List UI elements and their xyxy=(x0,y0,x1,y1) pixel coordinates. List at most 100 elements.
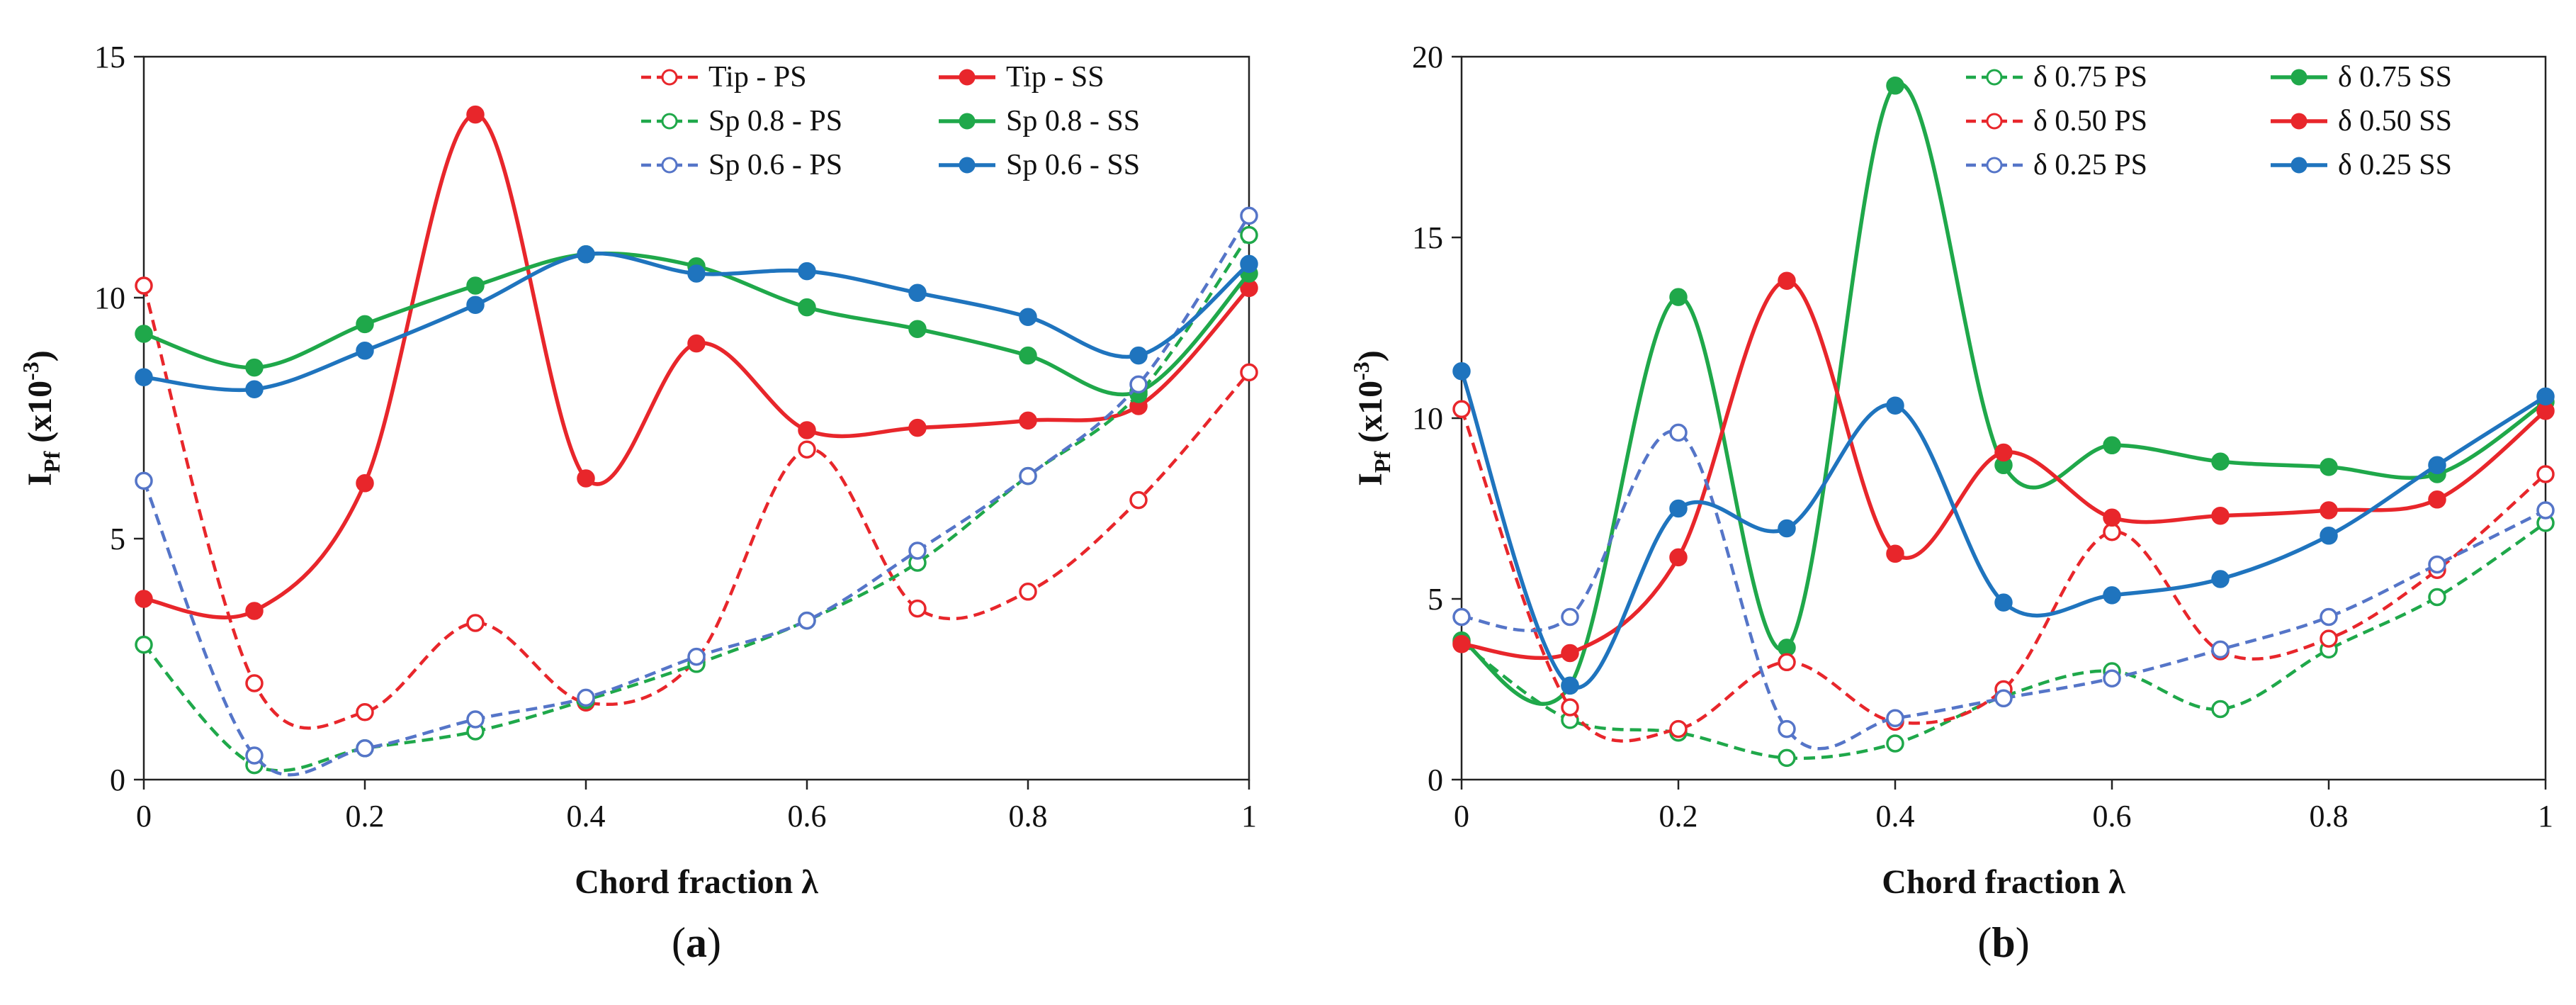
data-point xyxy=(577,469,595,488)
data-point xyxy=(2103,669,2121,687)
data-point xyxy=(798,611,816,630)
y-axis-label-exponent: -3 xyxy=(1348,361,1374,381)
chart-2: 0 5 10 15 20 0 0.2 0.4 0.6 0.8 1 Chord fraction λ IP… xyxy=(1348,40,2555,966)
x-tick-label: 0.2 xyxy=(346,799,385,833)
data-point xyxy=(1452,361,1471,381)
data-point xyxy=(1886,734,1904,753)
data-point xyxy=(1886,77,1904,95)
data-point xyxy=(245,674,264,692)
data-point xyxy=(577,688,595,707)
data-point xyxy=(908,599,927,618)
x-tick-label: 0 xyxy=(136,799,152,833)
data-point xyxy=(687,334,706,353)
y-axis-label-main: I xyxy=(1352,473,1389,486)
data-point xyxy=(687,264,706,283)
data-point xyxy=(1019,411,1037,430)
legend-label: Sp 0.6 - PS xyxy=(708,149,842,181)
data-point xyxy=(1240,206,1258,225)
data-point xyxy=(1561,676,1579,695)
data-point xyxy=(1240,363,1258,382)
x-axis-label: Chord fraction λ xyxy=(1882,863,2125,901)
data-point xyxy=(1129,490,1148,510)
legend-label: δ 0.50 SS xyxy=(2338,105,2452,137)
data-point xyxy=(466,276,485,295)
y-tick-label: 5 xyxy=(1428,582,1443,617)
data-point xyxy=(2536,465,2555,483)
data-point xyxy=(245,602,264,620)
data-point xyxy=(2211,452,2230,471)
legend-item: Tip - PS xyxy=(641,61,807,94)
y-tick-label: 10 xyxy=(94,281,125,315)
data-point xyxy=(356,474,374,493)
series-line xyxy=(142,285,1250,730)
data-point xyxy=(135,635,153,654)
panel-label-letter: b xyxy=(1992,919,2015,966)
x-tick-label: 0.8 xyxy=(2310,799,2349,833)
data-point xyxy=(2211,700,2230,719)
data-point xyxy=(798,440,816,459)
data-point xyxy=(2320,458,2338,476)
data-point xyxy=(1886,396,1904,415)
panel-label-open: ( xyxy=(672,919,686,966)
legend-item: δ 0.75 PS xyxy=(1966,61,2147,94)
y-axis-label-exponent: -3 xyxy=(18,361,43,381)
legend-swatch-marker xyxy=(959,157,976,174)
data-point xyxy=(356,315,374,334)
legend-item: Sp 0.6 - PS xyxy=(641,149,842,181)
data-point xyxy=(798,421,816,439)
data-point xyxy=(356,739,374,758)
data-point xyxy=(2428,490,2446,509)
series-5 xyxy=(135,206,1258,777)
data-point xyxy=(356,703,374,722)
series-line xyxy=(1461,279,2547,661)
data-point xyxy=(1129,375,1148,394)
data-point xyxy=(245,380,264,398)
data-point xyxy=(1019,583,1037,601)
legend-item: Sp 0.8 - PS xyxy=(641,105,842,137)
data-point xyxy=(2320,527,2338,545)
data-point xyxy=(798,262,816,281)
panel-label-close: ) xyxy=(707,919,721,966)
data-point xyxy=(1669,288,1688,306)
data-point xyxy=(2428,456,2446,475)
data-point xyxy=(1778,271,1796,290)
legend-swatch-marker xyxy=(2290,157,2307,174)
series-line xyxy=(1461,429,2547,751)
data-point xyxy=(1669,548,1688,567)
plot-area-frame xyxy=(142,55,1250,781)
data-point xyxy=(1994,689,2013,708)
data-point xyxy=(1778,748,1796,768)
data-point xyxy=(1778,519,1796,538)
x-axis-label: Chord fraction λ xyxy=(575,863,818,901)
data-point xyxy=(135,590,153,608)
y-tick-label: 20 xyxy=(1412,40,1443,74)
data-point xyxy=(2428,555,2446,574)
x-tick-label: 0 xyxy=(1454,799,1469,833)
data-point xyxy=(135,276,153,295)
data-point xyxy=(2103,586,2121,605)
x-tick-label: 0.4 xyxy=(567,799,606,833)
y-axis-label: IPf (x10-3) xyxy=(18,350,64,486)
legend-swatch-marker xyxy=(661,69,678,86)
series-6 xyxy=(135,245,1258,398)
data-point xyxy=(245,746,264,765)
data-point xyxy=(1669,423,1688,442)
data-point xyxy=(135,325,153,343)
legend-label: Sp 0.8 - SS xyxy=(1006,105,1140,137)
y-tick-label: 15 xyxy=(94,40,125,74)
data-point xyxy=(908,320,927,338)
data-point xyxy=(1886,709,1904,728)
x-tick-label: 0.4 xyxy=(1876,799,1915,833)
legend-label: δ 0.75 PS xyxy=(2033,61,2147,94)
legend-swatch-marker xyxy=(1986,113,2003,130)
data-point xyxy=(577,245,595,264)
x-tick-label: 0.6 xyxy=(788,799,827,833)
y-axis-label: IPf (x10-3) xyxy=(1348,350,1395,486)
data-point xyxy=(1669,499,1688,518)
y-axis-label-unit: (x10 xyxy=(1352,381,1389,451)
data-point xyxy=(1886,544,1904,563)
chart-1: 0 5 10 15 0 0.2 0.4 0.6 0.8 1 Chord fraction λ IPf … xyxy=(18,40,1258,966)
legend-swatch-marker xyxy=(2290,113,2307,130)
legend-swatch-marker xyxy=(2290,69,2307,86)
